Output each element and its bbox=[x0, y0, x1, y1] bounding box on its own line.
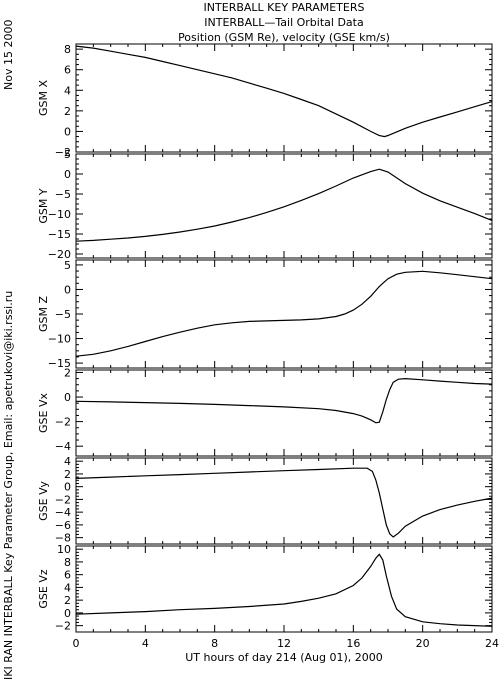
x-axis-label: UT hours of day 214 (Aug 01), 2000 bbox=[185, 651, 383, 664]
x-tick-label: 24 bbox=[485, 637, 499, 650]
y-tick-label: −6 bbox=[55, 519, 71, 532]
panel-frame bbox=[75, 259, 493, 369]
x-tick-label: 4 bbox=[142, 637, 149, 650]
x-tick-label: 16 bbox=[346, 637, 360, 650]
y-tick-label: −2 bbox=[55, 620, 71, 633]
y-tick-label: 0 bbox=[64, 125, 71, 138]
y-axis-label: GSM Y bbox=[37, 188, 50, 223]
panel-frame bbox=[75, 43, 493, 153]
y-tick-label: 0 bbox=[64, 168, 71, 181]
chart-subtitle: INTERBALL—Tail Orbital Data bbox=[204, 16, 364, 29]
y-tick-label: 4 bbox=[64, 84, 71, 97]
y-tick-label: −10 bbox=[48, 333, 71, 346]
y-tick-label: −5 bbox=[55, 188, 71, 201]
y-tick-label: 0 bbox=[64, 607, 71, 620]
series-line bbox=[75, 168, 493, 242]
y-tick-label: −20 bbox=[48, 248, 71, 261]
y-tick-label: −2 bbox=[55, 146, 71, 159]
y-tick-label: −15 bbox=[48, 357, 71, 370]
x-tick-label: 20 bbox=[416, 637, 430, 650]
y-tick-label: 2 bbox=[64, 594, 71, 607]
y-tick-label: 2 bbox=[64, 468, 71, 481]
series-line bbox=[75, 467, 493, 538]
y-tick-label: −4 bbox=[55, 440, 71, 453]
panel-frame bbox=[75, 369, 493, 457]
y-tick-label: −4 bbox=[55, 506, 71, 519]
y-tick-label: 2 bbox=[64, 105, 71, 118]
y-tick-label: −2 bbox=[55, 416, 71, 429]
panel-frame bbox=[75, 545, 493, 633]
y-tick-label: 0 bbox=[64, 481, 71, 494]
x-tick-label: 12 bbox=[277, 637, 291, 650]
y-tick-label: 4 bbox=[64, 581, 71, 594]
y-axis-label: GSE Vx bbox=[37, 393, 50, 433]
y-axis-label: GSM X bbox=[37, 80, 50, 116]
y-tick-label: 8 bbox=[64, 43, 71, 56]
panel-frame bbox=[75, 153, 493, 259]
x-tick-label: 8 bbox=[211, 637, 218, 650]
y-tick-label: 8 bbox=[64, 556, 71, 569]
y-tick-label: 5 bbox=[64, 148, 71, 161]
y-tick-label: 6 bbox=[64, 64, 71, 77]
series-line bbox=[75, 553, 493, 627]
y-tick-label: 2 bbox=[64, 366, 71, 379]
y-tick-label: 0 bbox=[64, 283, 71, 296]
chart-title: INTERBALL KEY PARAMETERS bbox=[203, 1, 365, 14]
series-line bbox=[75, 45, 493, 138]
chart-subtitle-units: Position (GSM Re), velocity (GSE km/s) bbox=[178, 31, 390, 44]
y-tick-label: 10 bbox=[57, 543, 71, 556]
y-tick-label: 0 bbox=[64, 391, 71, 404]
y-tick-label: 6 bbox=[64, 569, 71, 582]
y-tick-label: −15 bbox=[48, 228, 71, 241]
y-tick-label: 5 bbox=[64, 259, 71, 272]
y-tick-label: −2 bbox=[55, 493, 71, 506]
y-axis-label: GSM Z bbox=[37, 296, 50, 332]
y-tick-label: −10 bbox=[48, 208, 71, 221]
y-tick-label: −8 bbox=[55, 532, 71, 545]
x-tick-label: 0 bbox=[73, 637, 80, 650]
y-tick-label: 4 bbox=[64, 455, 71, 468]
y-tick-label: −5 bbox=[55, 308, 71, 321]
y-axis-label: GSE Vy bbox=[37, 481, 50, 521]
series-line bbox=[75, 377, 493, 424]
series-line bbox=[75, 270, 493, 357]
y-axis-label: GSE Vz bbox=[37, 569, 50, 608]
